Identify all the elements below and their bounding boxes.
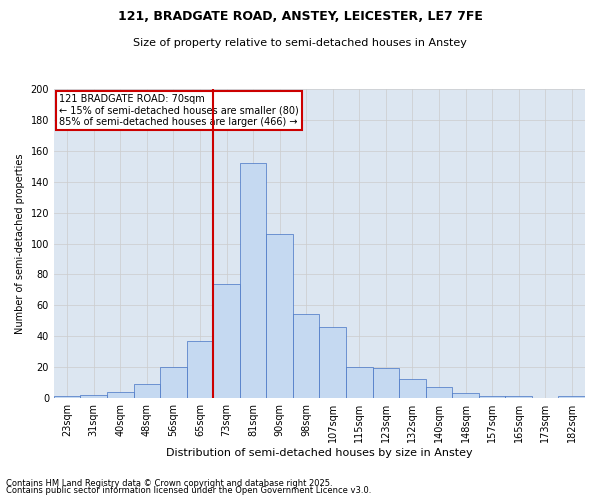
Bar <box>213 284 240 398</box>
Y-axis label: Number of semi-detached properties: Number of semi-detached properties <box>15 154 25 334</box>
Text: 121, BRADGATE ROAD, ANSTEY, LEICESTER, LE7 7FE: 121, BRADGATE ROAD, ANSTEY, LEICESTER, L… <box>118 10 482 23</box>
Bar <box>134 384 160 398</box>
Bar <box>80 394 107 398</box>
X-axis label: Distribution of semi-detached houses by size in Anstey: Distribution of semi-detached houses by … <box>166 448 473 458</box>
Bar <box>505 396 532 398</box>
Text: Size of property relative to semi-detached houses in Anstey: Size of property relative to semi-detach… <box>133 38 467 48</box>
Bar <box>479 396 505 398</box>
Bar <box>452 393 479 398</box>
Bar <box>54 396 80 398</box>
Bar <box>399 379 425 398</box>
Bar <box>373 368 399 398</box>
Bar <box>266 234 293 398</box>
Bar <box>319 327 346 398</box>
Bar <box>107 392 134 398</box>
Bar <box>346 367 373 398</box>
Bar <box>293 314 319 398</box>
Bar <box>240 164 266 398</box>
Text: Contains HM Land Registry data © Crown copyright and database right 2025.: Contains HM Land Registry data © Crown c… <box>6 478 332 488</box>
Text: Contains public sector information licensed under the Open Government Licence v3: Contains public sector information licen… <box>6 486 371 495</box>
Bar <box>559 396 585 398</box>
Bar <box>425 387 452 398</box>
Bar <box>187 340 213 398</box>
Bar <box>160 367 187 398</box>
Text: 121 BRADGATE ROAD: 70sqm
← 15% of semi-detached houses are smaller (80)
85% of s: 121 BRADGATE ROAD: 70sqm ← 15% of semi-d… <box>59 94 299 128</box>
